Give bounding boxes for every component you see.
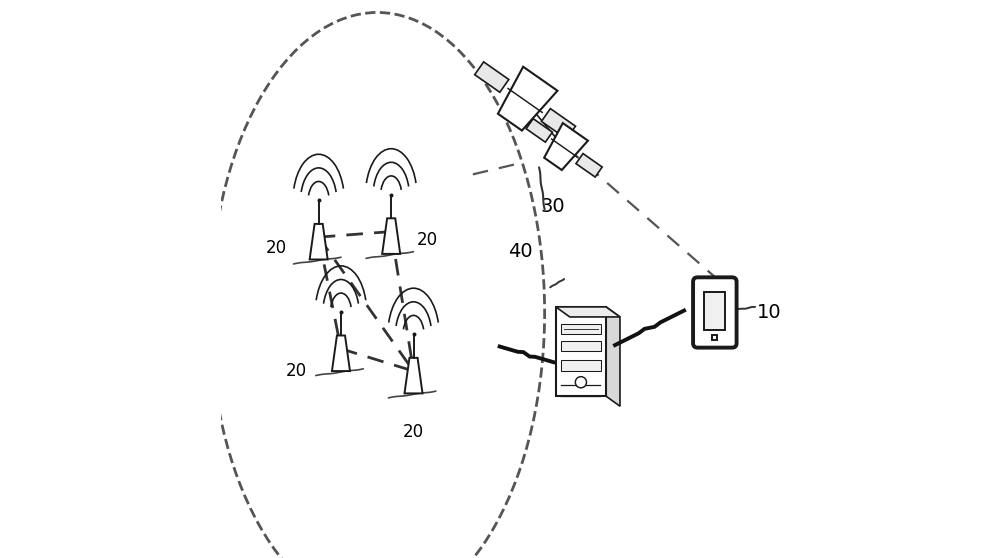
Text: 30: 30 — [541, 197, 565, 216]
Polygon shape — [526, 119, 552, 142]
Text: 20: 20 — [266, 239, 287, 257]
FancyBboxPatch shape — [561, 324, 601, 334]
FancyBboxPatch shape — [561, 360, 601, 371]
Polygon shape — [475, 62, 509, 92]
Text: 20: 20 — [417, 231, 438, 249]
Text: 40: 40 — [508, 242, 533, 261]
Polygon shape — [556, 307, 606, 396]
Polygon shape — [404, 358, 423, 393]
Ellipse shape — [210, 12, 545, 558]
Text: 10: 10 — [757, 303, 781, 322]
Polygon shape — [556, 307, 620, 317]
FancyBboxPatch shape — [693, 277, 737, 348]
Polygon shape — [382, 218, 400, 254]
Text: 20: 20 — [403, 424, 424, 441]
FancyBboxPatch shape — [704, 292, 725, 330]
FancyBboxPatch shape — [712, 335, 717, 340]
Circle shape — [575, 377, 586, 388]
Polygon shape — [544, 123, 588, 170]
Polygon shape — [606, 307, 620, 406]
Text: 20: 20 — [286, 362, 307, 380]
Polygon shape — [310, 224, 328, 259]
Polygon shape — [498, 67, 557, 131]
Polygon shape — [576, 153, 602, 177]
Polygon shape — [332, 335, 350, 371]
FancyBboxPatch shape — [561, 341, 601, 351]
Polygon shape — [541, 109, 576, 139]
